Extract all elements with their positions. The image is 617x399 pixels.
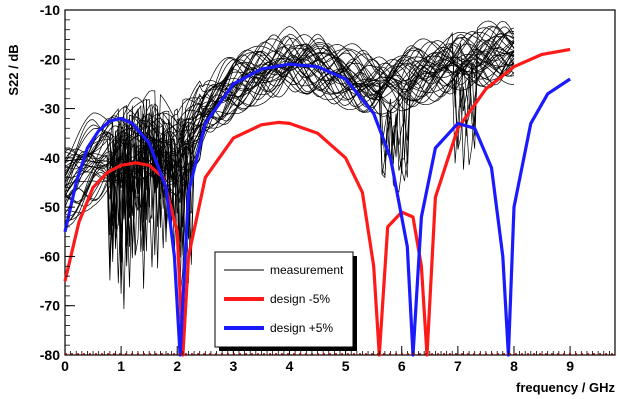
x-tick-label: 9 xyxy=(566,358,574,374)
design-plus5-line xyxy=(63,62,571,357)
legend: measurement design -5% design +5% xyxy=(214,251,357,351)
x-tick-label: 4 xyxy=(286,358,294,374)
x-axis-title: frequency / GHz xyxy=(516,380,615,395)
y-axis-title: S22 / dB xyxy=(6,44,21,95)
y-tick-label: -50 xyxy=(40,199,60,215)
axes: 0 1 2 3 4 5 6 7 8 9 -10 -20 -30 -40 -50 -60 -70 -80 xyxy=(40,2,616,374)
x-tick-label: 8 xyxy=(510,358,518,374)
y-tick-label: -70 xyxy=(40,298,60,314)
x-tick-label: 2 xyxy=(173,358,181,374)
x-tick-label: 0 xyxy=(61,358,69,374)
x-tick-label: 1 xyxy=(117,358,125,374)
legend-label-design-minus5: design -5% xyxy=(270,292,330,306)
legend-label-design-plus5: design +5% xyxy=(270,321,333,335)
measurement-line xyxy=(64,43,515,263)
legend-label-measurement: measurement xyxy=(270,263,344,277)
x-tick-label: 3 xyxy=(229,358,237,374)
y-tick-label: -40 xyxy=(40,150,60,166)
measurement-line xyxy=(64,39,515,273)
x-tick-label: 6 xyxy=(398,358,406,374)
y-tick-label: -10 xyxy=(40,2,60,18)
y-tick-label: -20 xyxy=(40,51,60,67)
x-tick-label: 5 xyxy=(342,358,350,374)
y-tick-label: -60 xyxy=(40,248,60,264)
y-tick-label: -80 xyxy=(40,347,60,363)
measurement-line xyxy=(64,50,515,299)
measurement-line xyxy=(64,54,515,292)
x-tick-label: 7 xyxy=(454,358,462,374)
measurement-line xyxy=(64,25,515,232)
design-minus5-line xyxy=(63,47,571,357)
y-tick-label: -30 xyxy=(40,101,60,117)
measurement-line xyxy=(64,26,515,260)
measurement-line xyxy=(64,26,515,213)
measurement-line xyxy=(65,31,515,243)
measurement-line xyxy=(64,54,515,310)
design-lines xyxy=(63,47,571,357)
measurement-line xyxy=(64,20,515,226)
measurement-line xyxy=(64,39,515,194)
measurement-line xyxy=(64,30,515,243)
measurement-line xyxy=(64,46,515,281)
